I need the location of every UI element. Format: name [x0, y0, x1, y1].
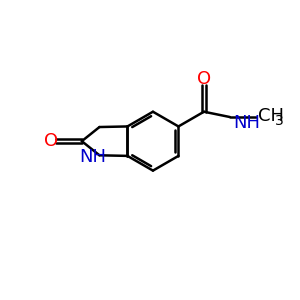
Text: CH: CH [258, 106, 284, 124]
Text: O: O [197, 70, 211, 88]
Text: NH: NH [80, 148, 106, 166]
Text: 3: 3 [274, 114, 284, 128]
Text: O: O [44, 132, 58, 150]
Text: NH: NH [233, 115, 260, 133]
